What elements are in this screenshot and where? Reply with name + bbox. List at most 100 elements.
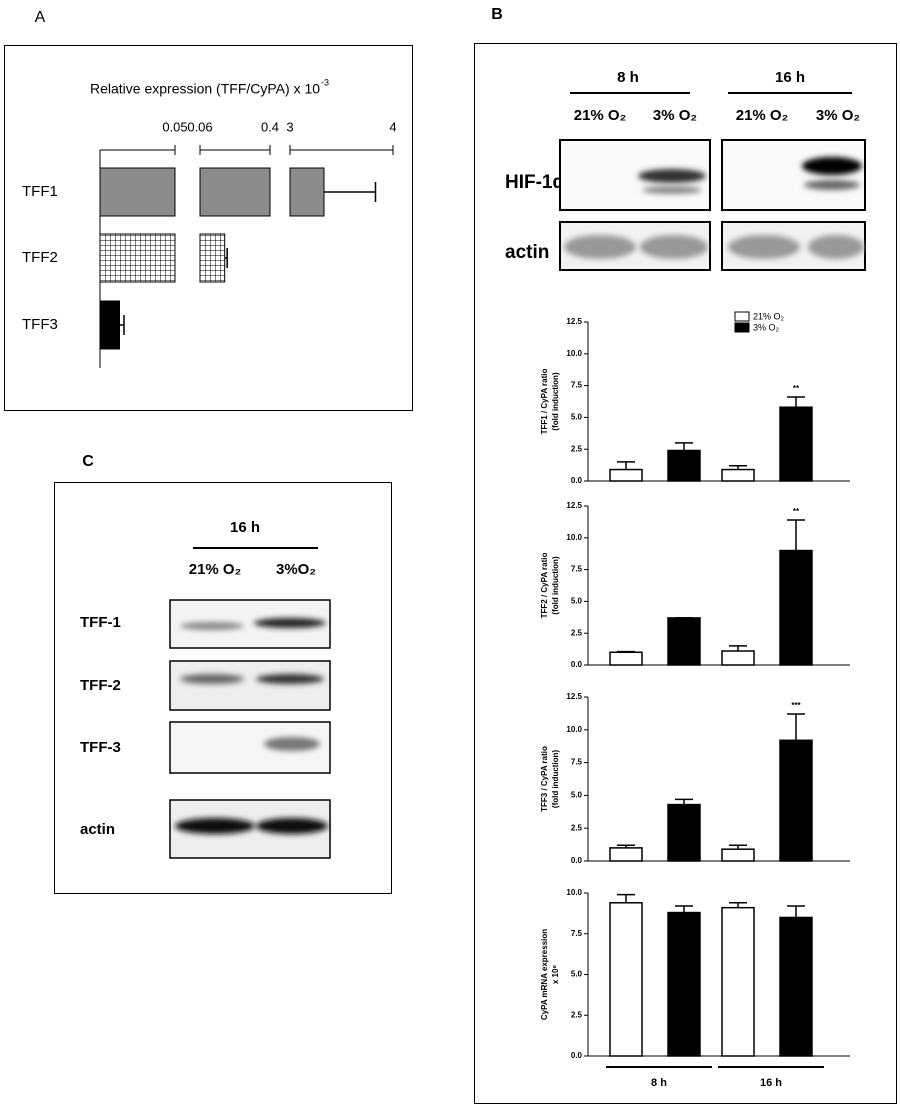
error-bar bbox=[617, 893, 635, 903]
error-bar bbox=[617, 844, 635, 848]
y-tick-label: 10.0 bbox=[566, 725, 582, 734]
lane-label: 21% O₂ bbox=[189, 561, 242, 578]
y-axis-label: TFF1 / CyPA ratio bbox=[540, 369, 549, 435]
y-tick-label: 0.0 bbox=[571, 1051, 583, 1060]
y-axis-label: (fold induction) bbox=[551, 556, 560, 615]
y-tick-label: 5.0 bbox=[571, 791, 583, 800]
annotation: ** bbox=[793, 507, 800, 516]
error-bar bbox=[675, 798, 693, 805]
bar bbox=[667, 449, 701, 482]
error-bar bbox=[323, 182, 377, 202]
y-tick-label: 10.0 bbox=[566, 533, 582, 542]
legend-swatch bbox=[734, 311, 750, 322]
error-bar bbox=[617, 461, 635, 470]
annotation: *** bbox=[791, 701, 801, 710]
time-label: 16 h bbox=[775, 69, 805, 86]
y-tick-label: TFF2 bbox=[22, 249, 58, 266]
x-tick-label: 4 bbox=[389, 119, 396, 134]
y-tick-label: 0.0 bbox=[571, 856, 583, 865]
bar bbox=[721, 650, 755, 666]
bar bbox=[609, 468, 643, 482]
y-axis-label: x 10⁸ bbox=[551, 965, 560, 985]
bar bbox=[609, 902, 643, 1057]
y-tick-label: 5.0 bbox=[571, 970, 583, 979]
error-bar bbox=[787, 396, 805, 408]
chart-title: Relative expression (TFF/CyPA) x 10 bbox=[90, 81, 320, 97]
row-label: actin bbox=[505, 242, 549, 263]
y-tick-label: 2.5 bbox=[571, 628, 583, 637]
y-tick-label: 12.5 bbox=[566, 317, 582, 326]
row-label: actin bbox=[80, 821, 115, 838]
y-tick-label: 12.5 bbox=[566, 501, 582, 510]
panel-label: B bbox=[491, 6, 503, 23]
bar bbox=[199, 233, 226, 283]
y-axis-label: CyPA mRNA expression bbox=[540, 929, 549, 1020]
panel-label: C bbox=[82, 453, 94, 470]
bar bbox=[99, 167, 176, 217]
x-tick-label: 16 h bbox=[760, 1077, 782, 1089]
legend-swatch bbox=[734, 322, 750, 333]
y-axis-label: (fold induction) bbox=[551, 372, 560, 431]
error-bar bbox=[617, 650, 635, 653]
bar bbox=[721, 848, 755, 862]
y-tick-label: 10.0 bbox=[566, 888, 582, 897]
blot bbox=[559, 139, 866, 271]
y-axis-label: TFF2 / CyPA ratio bbox=[540, 553, 549, 619]
error-bar bbox=[119, 315, 125, 335]
bar bbox=[667, 617, 701, 666]
bar bbox=[779, 406, 813, 482]
bar bbox=[609, 651, 643, 666]
row-label: TFF-3 bbox=[80, 739, 121, 756]
lane-label: 3% O₂ bbox=[653, 107, 697, 124]
bar bbox=[721, 906, 755, 1057]
y-tick-label: 7.5 bbox=[571, 565, 583, 574]
legend-label: 3% O₂ bbox=[753, 322, 780, 332]
x-tick-label: 0.06 bbox=[187, 119, 212, 134]
lane-label: 21% O₂ bbox=[574, 107, 627, 124]
bar bbox=[779, 549, 813, 666]
legend-label: 21% O₂ bbox=[753, 311, 785, 321]
error-bar bbox=[729, 464, 747, 470]
panel-frame bbox=[474, 43, 897, 1104]
bar bbox=[779, 916, 813, 1057]
error-bar bbox=[675, 442, 693, 451]
row-label: TFF-2 bbox=[80, 677, 121, 694]
y-tick-label: 12.5 bbox=[566, 692, 582, 701]
y-tick-label: TFF1 bbox=[22, 183, 58, 200]
time-label: 8 h bbox=[617, 69, 639, 86]
error-bar bbox=[787, 713, 805, 741]
time-label: 16 h bbox=[230, 519, 260, 536]
y-tick-label: 2.5 bbox=[571, 444, 583, 453]
blot bbox=[169, 599, 331, 859]
x-tick-label: 0.4 bbox=[261, 119, 279, 134]
bar bbox=[779, 739, 813, 862]
y-axis-label: TFF3 / CyPA ratio bbox=[540, 746, 549, 812]
row-label: TFF-1 bbox=[80, 614, 121, 631]
bar bbox=[99, 233, 176, 283]
lane-label: 3% O₂ bbox=[816, 107, 860, 124]
error-bar bbox=[675, 905, 693, 913]
y-tick-label: 0.0 bbox=[571, 660, 583, 669]
error-bar bbox=[729, 645, 747, 652]
x-tick-label: 8 h bbox=[651, 1077, 667, 1089]
y-tick-label: 7.5 bbox=[571, 381, 583, 390]
panel-frame bbox=[4, 45, 413, 411]
bar bbox=[609, 847, 643, 862]
bar bbox=[289, 167, 325, 217]
panel-frame bbox=[54, 482, 392, 894]
row-label: HIF-1α bbox=[505, 172, 565, 193]
bar bbox=[667, 803, 701, 862]
y-tick-label: 2.5 bbox=[571, 1010, 583, 1019]
error-bar bbox=[729, 902, 747, 908]
y-tick-label: 7.5 bbox=[571, 929, 583, 938]
y-axis-label: (fold induction) bbox=[551, 750, 560, 809]
y-tick-label: 7.5 bbox=[571, 758, 583, 767]
bar bbox=[99, 300, 120, 350]
annotation: ** bbox=[793, 384, 800, 393]
bar bbox=[199, 167, 271, 217]
error-bar bbox=[729, 844, 747, 850]
y-tick-label: 5.0 bbox=[571, 597, 583, 606]
lane-label: 3%O₂ bbox=[276, 561, 316, 578]
y-tick-label: 0.0 bbox=[571, 476, 583, 485]
